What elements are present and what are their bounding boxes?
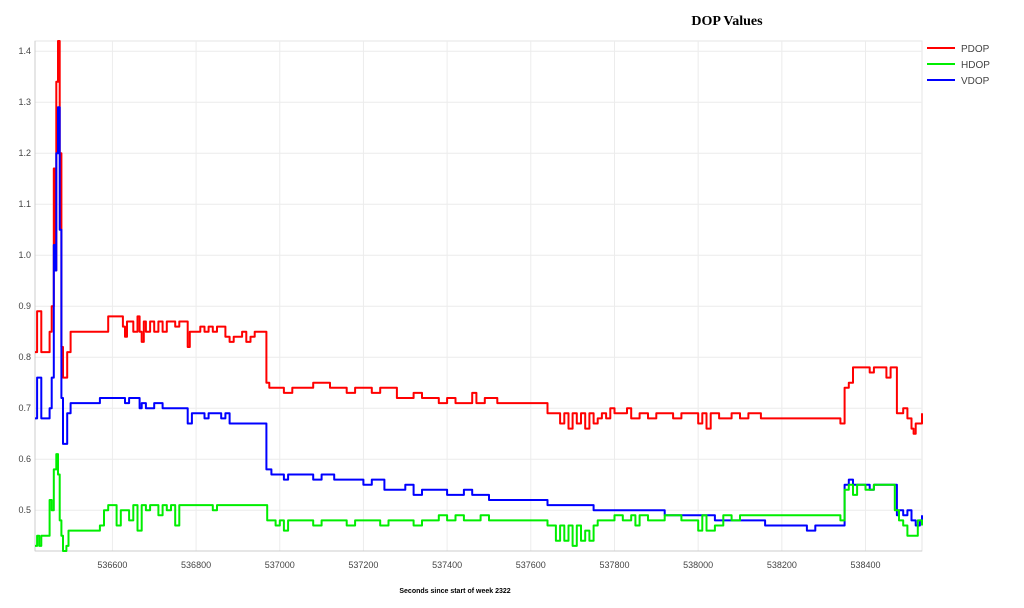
grid: [34, 40, 923, 552]
y-tick-label: 0.8: [18, 352, 31, 362]
x-tick-label: 537200: [348, 560, 378, 570]
series-line-hdop: [35, 453, 923, 552]
y-tick-label: 1.4: [18, 46, 31, 56]
x-tick-label: 538200: [767, 560, 797, 570]
x-tick-label: 538400: [850, 560, 880, 570]
legend-label-vdop: VDOP: [961, 76, 990, 87]
x-tick-label: 537400: [432, 560, 462, 570]
y-tick-label: 0.5: [18, 505, 31, 515]
y-tick-label: 1.0: [18, 250, 31, 260]
series-line-pdop: [35, 40, 923, 435]
legend[interactable]: PDOP HDOP VDOP: [927, 44, 990, 87]
y-tick-label: 0.7: [18, 403, 31, 413]
chart-title: DOP Values: [691, 14, 763, 29]
x-tick-label: 537800: [599, 560, 629, 570]
x-axis-ticks: 536600 536800 537000 537200 537400 537600 5378…: [97, 560, 880, 570]
x-tick-label: 536600: [97, 560, 127, 570]
y-axis-ticks: 0.5 0.6 0.7 0.8 0.9 1.0 1.1 1.2 1.3 1.4: [18, 46, 31, 515]
legend-label-hdop: HDOP: [961, 60, 990, 71]
x-tick-label: 537000: [265, 560, 295, 570]
x-tick-label: 537600: [516, 560, 546, 570]
x-axis-label: Seconds since start of week 2322: [399, 588, 510, 595]
legend-label-pdop: PDOP: [961, 44, 990, 55]
y-tick-label: 1.2: [18, 148, 31, 158]
y-tick-label: 1.3: [18, 97, 31, 107]
y-tick-label: 1.1: [18, 199, 31, 209]
y-tick-label: 0.9: [18, 301, 31, 311]
y-tick-label: 0.6: [18, 454, 31, 464]
series-lines: [35, 40, 923, 552]
plot-area-frame: [34, 40, 923, 552]
x-tick-label: 538000: [683, 560, 713, 570]
x-tick-label: 536800: [181, 560, 211, 570]
series-line-vdop: [35, 106, 923, 532]
